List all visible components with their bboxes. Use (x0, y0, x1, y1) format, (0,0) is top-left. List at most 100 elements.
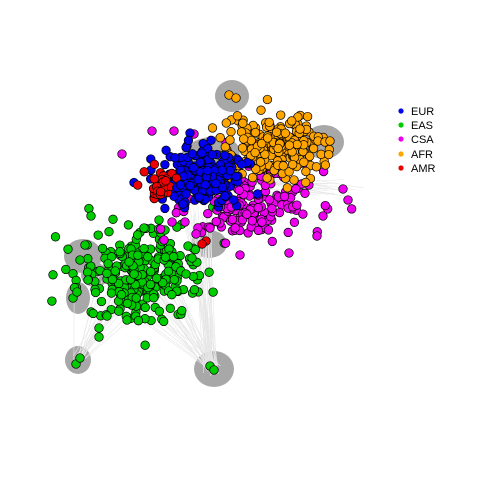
node-eas (167, 290, 177, 300)
legend-item-amr: AMR (398, 163, 436, 175)
node-csa (253, 203, 263, 213)
node-eas (146, 266, 156, 277)
node-eur (202, 165, 213, 176)
node-csa (167, 217, 177, 227)
node-eas (154, 306, 165, 316)
node-afr (264, 117, 274, 127)
legend-swatch-csa (398, 136, 404, 142)
node-afr (256, 105, 266, 115)
node-eas (50, 232, 61, 242)
node-afr (225, 135, 235, 145)
node-eur (160, 159, 170, 170)
node-afr (324, 149, 334, 160)
node-csa (211, 216, 221, 227)
node-eas (183, 241, 193, 251)
node-eas (145, 279, 156, 290)
node-afr (302, 111, 313, 122)
node-csa (257, 217, 267, 227)
node-eas (114, 306, 124, 316)
node-eas (80, 240, 90, 250)
network-edge (153, 281, 216, 374)
legend-label-amr: AMR (411, 163, 436, 175)
node-csa (159, 235, 169, 245)
node-eas (177, 306, 187, 316)
node-eas (132, 230, 143, 240)
node-eas (133, 250, 143, 260)
node-afr (255, 157, 266, 167)
node-csa (347, 204, 357, 214)
node-eas (124, 257, 134, 267)
node-csa (203, 208, 213, 219)
node-eur (194, 192, 204, 202)
node-eas (139, 243, 149, 254)
node-amr (156, 187, 166, 197)
network-nodes (47, 90, 357, 375)
node-eas (152, 273, 162, 283)
node-afr (282, 183, 293, 193)
node-afr (250, 147, 260, 158)
node-eas (116, 290, 127, 300)
node-eur (188, 163, 198, 173)
node-eas (108, 214, 118, 224)
node-afr (262, 94, 273, 105)
node-afr (305, 151, 315, 161)
node-csa (283, 227, 293, 238)
node-afr (231, 93, 241, 103)
node-afr (271, 127, 282, 137)
node-eas (187, 253, 197, 263)
node-csa (267, 236, 277, 247)
node-afr (287, 116, 297, 126)
node-eur (193, 174, 203, 185)
node-eas (88, 308, 98, 319)
node-eas (115, 247, 125, 257)
node-eas (123, 220, 134, 230)
node-afr (237, 143, 248, 153)
node-afr (260, 149, 270, 159)
node-afr (320, 160, 331, 170)
node-eur (178, 199, 188, 209)
node-afr (325, 136, 335, 146)
node-eas (83, 254, 93, 264)
node-afr (311, 162, 322, 172)
legend-swatch-eas (398, 122, 404, 128)
node-afr (239, 134, 249, 144)
node-eas (93, 230, 103, 240)
node-eas (129, 269, 139, 279)
node-eas (140, 340, 150, 350)
node-eas (94, 323, 104, 333)
node-eur (207, 150, 217, 160)
node-eas (61, 264, 71, 275)
node-amr (161, 176, 171, 186)
node-csa (291, 184, 301, 194)
node-eur (195, 157, 205, 168)
node-eas (47, 296, 57, 306)
node-afr (250, 127, 261, 138)
node-amr (133, 180, 143, 190)
node-csa (117, 149, 127, 159)
node-eur (160, 203, 170, 214)
node-eas (94, 332, 104, 342)
node-eur (200, 180, 210, 190)
node-eas (143, 252, 153, 262)
node-eas (165, 303, 175, 313)
legend-swatch-amr (398, 165, 404, 171)
node-eas (122, 315, 132, 325)
node-eur (220, 191, 230, 201)
node-afr (215, 133, 225, 143)
node-csa (284, 248, 294, 258)
legend-item-csa: CSA (398, 134, 434, 146)
node-eas (189, 285, 200, 295)
node-csa (338, 184, 348, 194)
node-eas (149, 293, 159, 303)
node-afr (295, 124, 305, 134)
node-eur (175, 180, 186, 190)
node-eas (82, 267, 93, 277)
node-eur (217, 165, 227, 175)
legend-label-afr: AFR (411, 149, 433, 161)
network-edge (116, 302, 214, 373)
node-csa (205, 223, 215, 233)
node-eur (228, 195, 239, 205)
node-eas (75, 255, 85, 265)
node-afr (263, 133, 273, 143)
